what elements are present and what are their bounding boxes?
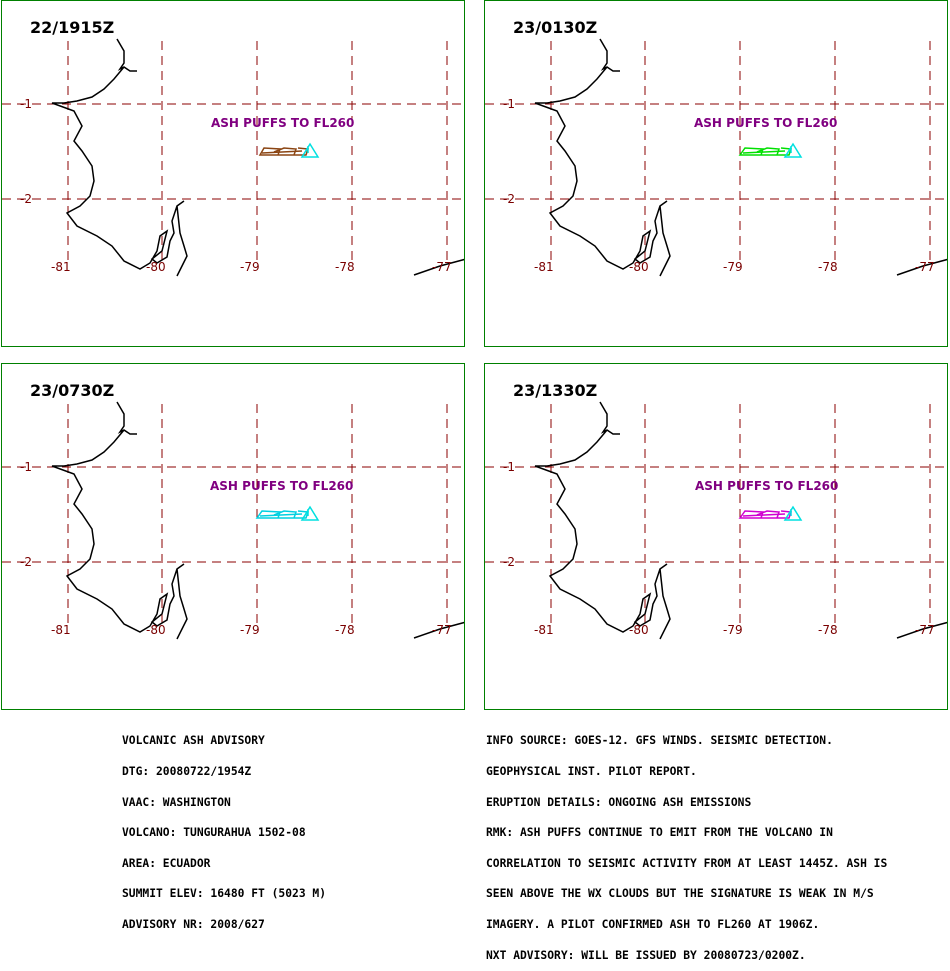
cloud-note: ASH PUFFS TO FL260: [695, 479, 839, 493]
advisory-line: CORRELATION TO SEISMIC ACTIVITY FROM AT …: [486, 856, 888, 870]
ash-cloud: [255, 510, 310, 519]
lon-label: -80: [629, 623, 649, 637]
advisory-line: INFO SOURCE: GOES-12. GFS WINDS. SEISMIC…: [486, 734, 833, 748]
lat-label: -2: [503, 192, 515, 206]
lon-label: -78: [818, 623, 838, 637]
lat-label: -1: [503, 97, 515, 111]
map-panel-3: 23/0730Z -1 -2 -81 -80 -79 -78 -77 ASH P…: [1, 363, 465, 710]
cloud-note: ASH PUFFS TO FL260: [210, 479, 354, 493]
panel-time: 23/1330Z: [513, 381, 598, 400]
map-canvas: [2, 38, 464, 277]
advisory-header: VOLCANIC ASH ADVISORY DTG: 20080722/1954…: [122, 716, 326, 940]
lat-label: -1: [20, 97, 32, 111]
map-panel-2: 23/0130Z -1 -2 -81 -80 -79 -78 -77 ASH P…: [484, 0, 948, 347]
lon-label: -81: [534, 260, 554, 274]
lon-label: -80: [146, 623, 166, 637]
panel-time: 22/1915Z: [30, 18, 115, 37]
lat-label: -1: [20, 460, 32, 474]
cloud-note: ASH PUFFS TO FL260: [694, 116, 838, 130]
lon-label: -80: [629, 260, 649, 274]
lon-label: -77: [432, 623, 452, 637]
volcano-marker: [300, 142, 320, 158]
lon-label: -79: [723, 260, 743, 274]
ash-cloud: [738, 147, 793, 156]
advisory-line: RMK: ASH PUFFS CONTINUE TO EMIT FROM THE…: [486, 826, 833, 840]
advisory-line: VOLCANO: TUNGURAHUA 1502-08: [122, 826, 306, 840]
lat-label: -2: [20, 192, 32, 206]
ash-cloud: [258, 147, 310, 156]
panel-time: 23/0130Z: [513, 18, 598, 37]
panel-time: 23/0730Z: [30, 381, 115, 400]
advisory-line: GEOPHYSICAL INST. PILOT REPORT.: [486, 765, 697, 778]
advisory-line: VOLCANIC ASH ADVISORY: [122, 734, 265, 748]
lat-label: -2: [20, 555, 32, 569]
advisory-line: SUMMIT ELEV: 16480 FT (5023 M): [122, 887, 327, 901]
lon-label: -81: [51, 623, 71, 637]
map-panel-1: 22/1915Z -1 -2 -81 -80 -79 -78 -77 ASH P…: [1, 0, 465, 347]
lon-label: -77: [915, 260, 935, 274]
ash-cloud: [738, 510, 793, 519]
lat-label: -1: [503, 460, 515, 474]
advisory-line: VAAC: WASHINGTON: [122, 795, 231, 809]
lon-label: -79: [240, 260, 260, 274]
advisory-line: ADVISORY NR: 2008/627: [122, 917, 265, 931]
volcano-marker: [300, 505, 320, 521]
lon-label: -77: [432, 260, 452, 274]
advisory-line: ERUPTION DETAILS: ONGOING ASH EMISSIONS: [486, 795, 752, 809]
volcano-marker: [783, 142, 803, 158]
lat-label: -2: [503, 555, 515, 569]
map-canvas: [485, 401, 947, 640]
lon-label: -79: [723, 623, 743, 637]
advisory-line: DTG: 20080722/1954Z: [122, 765, 252, 778]
map-canvas: [2, 401, 464, 640]
map-canvas: [485, 38, 947, 277]
lon-label: -81: [534, 623, 554, 637]
advisory-remarks: INFO SOURCE: GOES-12. GFS WINDS. SEISMIC…: [486, 716, 887, 971]
cloud-note: ASH PUFFS TO FL260: [211, 116, 355, 130]
advisory-line: IMAGERY. A PILOT CONFIRMED ASH TO FL260 …: [486, 917, 820, 931]
advisory-line: NXT ADVISORY: WILL BE ISSUED BY 20080723…: [486, 948, 806, 962]
map-panel-4: 23/1330Z -1 -2 -81 -80 -79 -78 -77 ASH P…: [484, 363, 948, 710]
lon-label: -78: [335, 623, 355, 637]
advisory-line: SEEN ABOVE THE WX CLOUDS BUT THE SIGNATU…: [486, 887, 874, 901]
advisory-line: AREA: ECUADOR: [122, 856, 211, 870]
lon-label: -78: [335, 260, 355, 274]
lon-label: -78: [818, 260, 838, 274]
lon-label: -81: [51, 260, 71, 274]
volcano-marker: [783, 505, 803, 521]
lon-label: -80: [146, 260, 166, 274]
lon-label: -79: [240, 623, 260, 637]
lon-label: -77: [915, 623, 935, 637]
